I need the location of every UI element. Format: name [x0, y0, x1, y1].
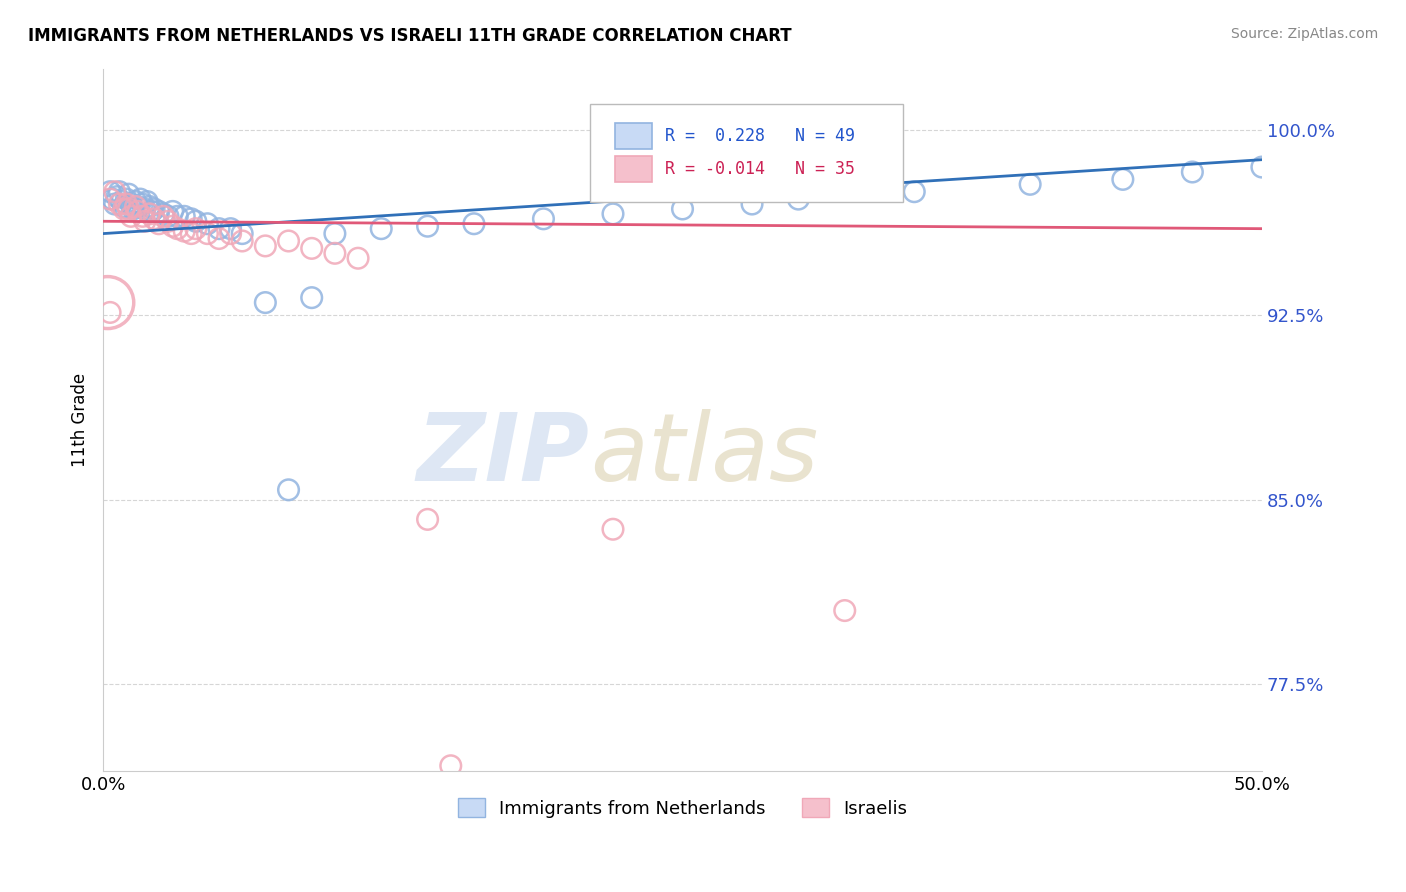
Point	[104, 185, 127, 199]
Point	[117, 202, 139, 216]
Point	[127, 204, 149, 219]
Text: ZIP: ZIP	[418, 409, 589, 500]
Point	[184, 214, 207, 228]
Point	[143, 202, 166, 216]
Point	[533, 211, 555, 226]
Point	[602, 522, 624, 536]
Point	[134, 214, 156, 228]
Point	[277, 483, 299, 497]
Point	[122, 202, 145, 216]
FancyBboxPatch shape	[616, 155, 652, 182]
Point	[1019, 178, 1042, 192]
Point	[197, 227, 219, 241]
Point	[152, 207, 174, 221]
Point	[416, 219, 439, 234]
Point	[98, 305, 121, 319]
Point	[1112, 172, 1135, 186]
Point	[416, 512, 439, 526]
Point	[180, 227, 202, 241]
Point	[208, 231, 231, 245]
Point	[903, 185, 925, 199]
Point	[112, 199, 135, 213]
Point	[1251, 160, 1274, 174]
Point	[370, 221, 392, 235]
Point	[134, 202, 156, 216]
Point	[162, 219, 184, 234]
Point	[219, 227, 242, 241]
Point	[277, 234, 299, 248]
Text: Source: ZipAtlas.com: Source: ZipAtlas.com	[1230, 27, 1378, 41]
Point	[105, 189, 128, 203]
Point	[117, 187, 139, 202]
Point	[127, 199, 149, 213]
Point	[108, 185, 131, 199]
Point	[120, 197, 142, 211]
Point	[136, 194, 159, 209]
Point	[301, 241, 323, 255]
Point	[231, 227, 253, 241]
FancyBboxPatch shape	[589, 103, 903, 202]
Point	[152, 210, 174, 224]
Point	[148, 217, 170, 231]
Text: IMMIGRANTS FROM NETHERLANDS VS ISRAELI 11TH GRADE CORRELATION CHART: IMMIGRANTS FROM NETHERLANDS VS ISRAELI 1…	[28, 27, 792, 45]
Point	[208, 221, 231, 235]
Point	[97, 295, 120, 310]
Point	[219, 221, 242, 235]
Point	[231, 234, 253, 248]
Point	[173, 224, 195, 238]
Point	[124, 194, 146, 209]
Point	[463, 217, 485, 231]
Point	[671, 202, 693, 216]
Point	[148, 204, 170, 219]
Point	[602, 207, 624, 221]
Point	[166, 221, 188, 235]
Point	[301, 291, 323, 305]
Point	[440, 758, 463, 772]
Point	[131, 210, 153, 224]
Point	[157, 214, 180, 228]
Point	[115, 192, 138, 206]
Text: atlas: atlas	[589, 409, 818, 500]
Point	[120, 210, 142, 224]
Text: R =  0.228   N = 49: R = 0.228 N = 49	[665, 127, 855, 145]
Point	[138, 199, 160, 213]
Point	[254, 239, 277, 253]
Point	[98, 192, 121, 206]
Point	[138, 207, 160, 221]
Point	[254, 295, 277, 310]
Legend: Immigrants from Netherlands, Israelis: Immigrants from Netherlands, Israelis	[450, 791, 914, 825]
Point	[111, 194, 134, 209]
Point	[741, 197, 763, 211]
Point	[143, 211, 166, 226]
Point	[834, 603, 856, 617]
Point	[129, 192, 152, 206]
Point	[347, 251, 370, 265]
Point	[98, 185, 121, 199]
Point	[108, 197, 131, 211]
Point	[157, 210, 180, 224]
Point	[323, 246, 346, 260]
Point	[104, 197, 127, 211]
Point	[141, 204, 163, 219]
Point	[173, 210, 195, 224]
Point	[787, 192, 810, 206]
Point	[197, 217, 219, 231]
Text: R = -0.014   N = 35: R = -0.014 N = 35	[665, 160, 855, 178]
Point	[323, 227, 346, 241]
Point	[112, 202, 135, 216]
Point	[166, 210, 188, 224]
Point	[115, 197, 138, 211]
FancyBboxPatch shape	[616, 122, 652, 149]
Point	[180, 211, 202, 226]
Point	[1181, 165, 1204, 179]
Point	[131, 197, 153, 211]
Point	[184, 221, 207, 235]
Point	[162, 204, 184, 219]
Point	[124, 199, 146, 213]
Point	[101, 192, 124, 206]
Y-axis label: 11th Grade: 11th Grade	[72, 373, 89, 467]
